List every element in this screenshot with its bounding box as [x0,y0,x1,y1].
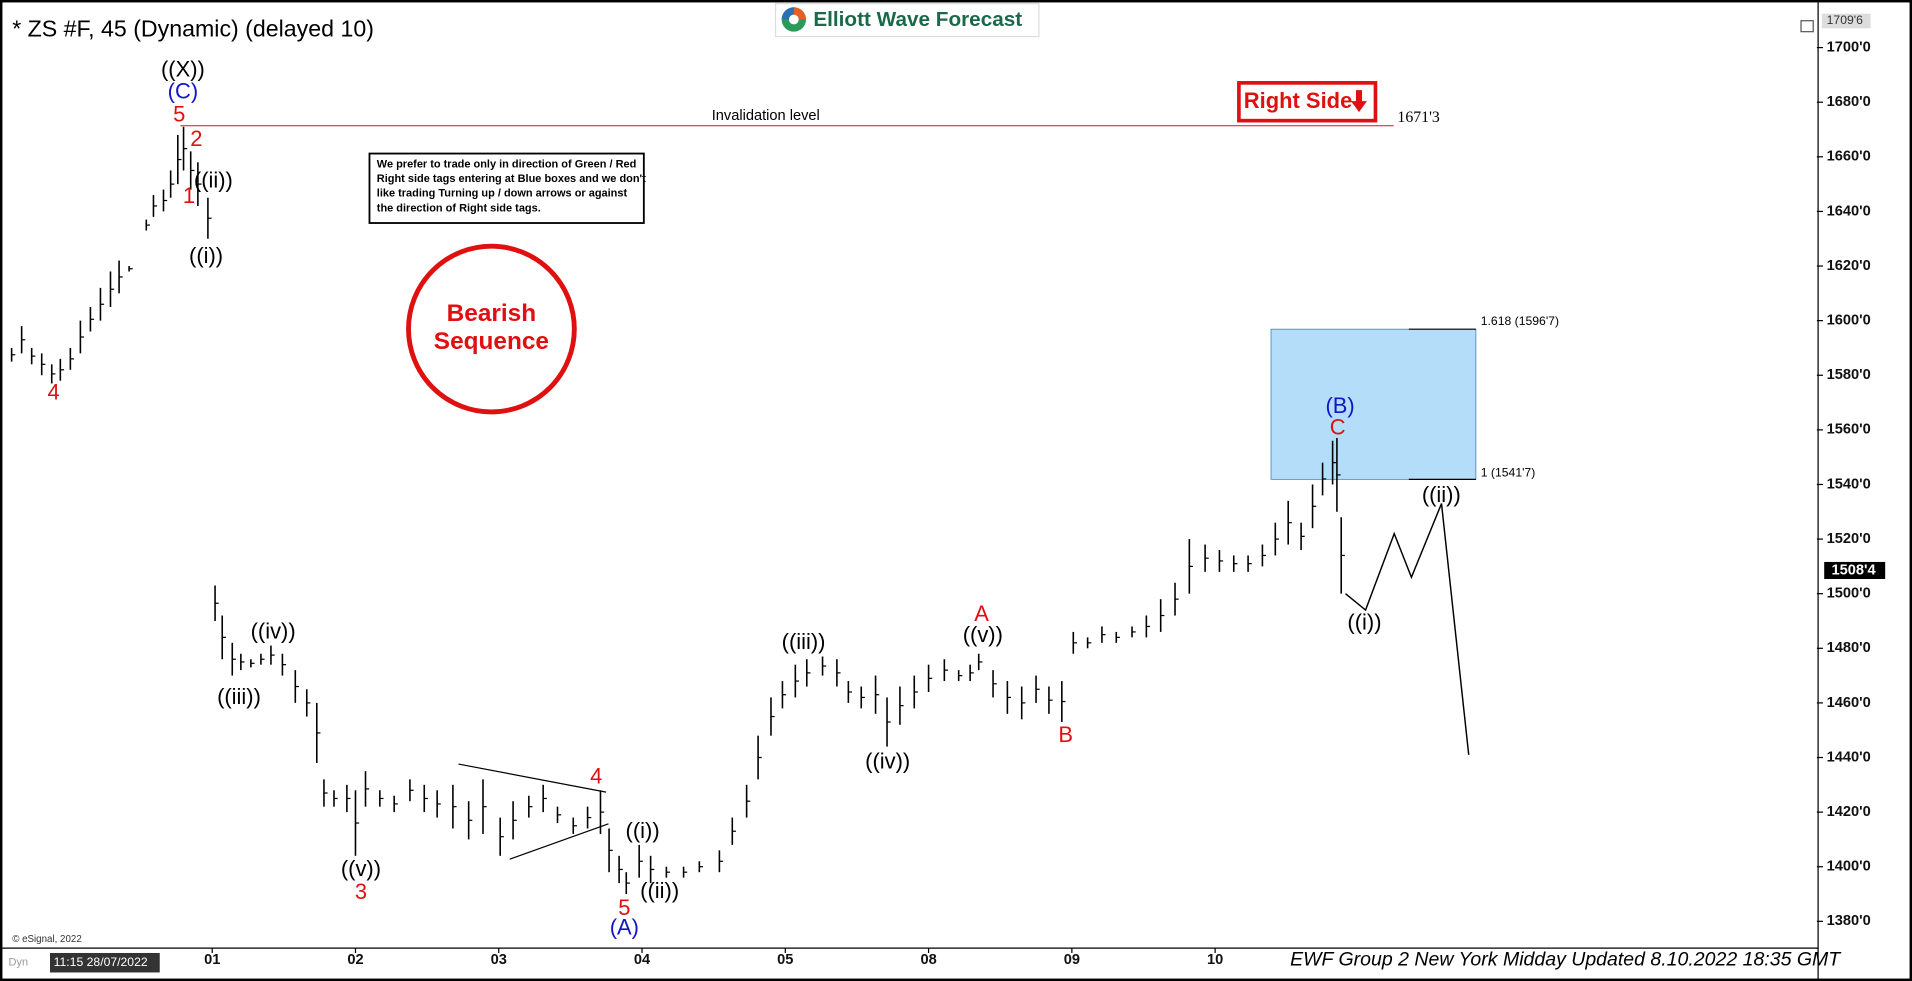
y-tick-label: 1640'0 [1827,203,1871,219]
copyright: © eSignal, 2022 [12,934,82,945]
wave-label: ((i)) [1347,610,1381,635]
triangle-line [458,763,607,793]
invalidation-label: Invalidation level [712,108,820,124]
badge: Bearish Sequence [406,243,577,415]
timestamp-box [49,952,160,973]
x-tick-label: 08 [920,952,936,968]
y-tick-label: 1400'0 [1827,859,1871,875]
x-tick-label: 09 [1064,952,1080,968]
x-tick-label: 01 [204,952,220,968]
right-side-tag: Right Side [1237,81,1378,123]
wave-label: (C) [168,78,198,103]
wave-label: C [1330,415,1346,440]
wave-label: ((i)) [189,243,223,268]
triangle [458,763,609,860]
y-tick-label: 1560'0 [1827,422,1871,438]
logo-text: Elliott Wave Forecast [813,8,1022,31]
wave-label: ((v)) [341,856,381,881]
badge-line: Bearish [447,300,536,327]
chart-title: * ZS #F, 45 (Dynamic) (delayed 10) [12,16,374,42]
y-tick-label: 1680'0 [1827,94,1871,110]
triangle-line [509,823,609,860]
wave-label: 2 [190,126,202,151]
y-tick-label: 1540'0 [1827,476,1871,492]
top-price-box [1821,13,1871,29]
projection-path [1345,503,1470,755]
y-tick-label: 1660'0 [1827,149,1871,165]
y-tick-label: 1380'0 [1827,913,1871,929]
top-price-label: 1709'6 [1827,13,1863,27]
y-tick-label: 1600'0 [1827,313,1871,329]
last-price-box [1824,561,1886,580]
note-line: We prefer to trade only in direction of … [377,158,637,170]
wave-label: 4 [590,763,602,788]
wave-label: 1 [183,183,195,208]
y-tick-label: 1700'0 [1827,39,1871,55]
wave-label: ((ii)) [640,878,679,903]
wave-label: ((iii)) [217,684,261,709]
y-tick-label: 1480'0 [1827,640,1871,656]
down-arrow [1351,90,1367,113]
logo-box [774,3,1040,38]
wave-label: B [1058,722,1073,747]
wave-label: ((ii)) [194,167,233,192]
y-tick-label: 1440'0 [1827,749,1871,765]
y-tick-label: 1620'0 [1827,258,1871,274]
wave-label: 5 [618,895,630,920]
wave-label: ((iii)) [782,629,826,654]
note-line: Right side tags entering at Blue boxes a… [377,173,646,185]
target-top-label: 1.618 (1596'7) [1481,314,1559,328]
y-tick-label: 1460'0 [1827,695,1871,711]
x-tick-label: 10 [1207,952,1223,968]
wave-label: ((iv)) [865,749,910,774]
logo-icon-center [788,14,799,25]
invalidation-value: 1671'3 [1397,109,1440,126]
note-frame [368,152,645,224]
x-tick-label: 02 [347,952,363,968]
badge-circle [406,243,577,415]
x-tick-label: 04 [634,952,651,968]
wave-label: ((iv)) [251,618,296,643]
wave-label: 3 [355,879,367,904]
wave-label: (A) [610,914,639,939]
wave-label: ((i)) [626,818,660,843]
wave-label: 4 [48,379,60,404]
footer: EWF Group 2 New York Midday Updated 8.10… [1290,948,1842,970]
badge-line: Sequence [434,328,549,355]
right-side-text: Right Side [1244,88,1353,113]
y-tick-label: 1500'0 [1827,586,1871,602]
wave-label: ((v)) [963,622,1003,647]
wave-label: 5 [173,102,185,127]
target-bottom-label: 1 (1541'7) [1481,465,1536,479]
target-box [1270,328,1477,480]
x-tick-label: 03 [491,952,507,968]
x-tick-label: 05 [777,952,793,968]
last-price-label: 1508'4 [1832,562,1877,578]
wave-label: A [974,601,989,626]
note-box: We prefer to trade only in direction of … [368,152,646,224]
y-tick-label: 1580'0 [1827,367,1871,383]
y-tick-label: 1520'0 [1827,531,1871,547]
y-tick-label: 1420'0 [1827,804,1871,820]
mode: Dyn [9,957,29,969]
window-icon [1800,20,1814,33]
logo: Elliott Wave Forecast [774,3,1040,38]
wave-label: (B) [1325,393,1354,418]
note-line: the direction of Right side tags. [377,202,541,214]
wave-label: ((ii)) [1422,482,1461,507]
note-line: like trading Turning up / down arrows or… [377,188,628,200]
timestamp: 11:15 28/07/2022 [54,955,148,969]
wave-label: ((X)) [161,56,205,81]
